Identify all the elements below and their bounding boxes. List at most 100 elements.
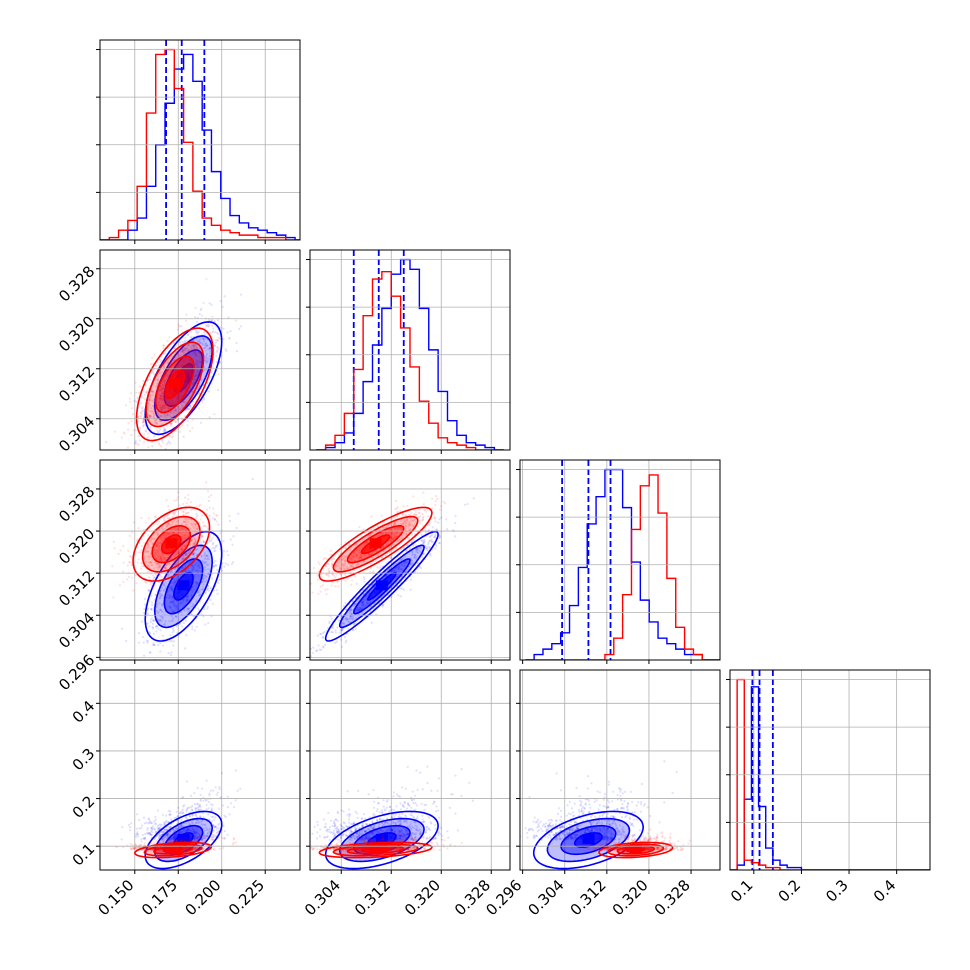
sample-point [207, 324, 210, 327]
sample-point [143, 597, 147, 600]
sample-point [159, 566, 162, 569]
sample-point [213, 547, 216, 550]
sample-point [150, 362, 153, 366]
sample-point [161, 616, 164, 619]
sample-point [122, 431, 125, 434]
sample-point [192, 353, 195, 356]
sample-point [149, 395, 152, 399]
sample-point [184, 647, 187, 650]
sample-point [151, 603, 154, 607]
sample-point [324, 588, 327, 591]
sample-point [178, 393, 181, 396]
sample-point [174, 615, 177, 618]
sample-point [181, 406, 184, 409]
sample-point [202, 338, 205, 341]
sample-point [151, 399, 154, 402]
sample-point [181, 545, 185, 548]
sample-point [181, 359, 184, 362]
sample-point [166, 403, 169, 406]
sample-point [150, 440, 154, 444]
sample-point [204, 375, 207, 378]
sample-point [198, 338, 201, 341]
sample-point [201, 336, 204, 339]
sample-point [161, 604, 164, 607]
sample-point [159, 619, 162, 622]
sample-point [203, 557, 206, 560]
sample-point [149, 632, 152, 635]
sample-point [161, 439, 164, 442]
sample-point [186, 552, 189, 555]
sample-point [165, 562, 169, 565]
sample-point [195, 369, 199, 372]
sample-point [144, 580, 147, 583]
sample-point [195, 320, 199, 323]
sample-point [192, 568, 195, 571]
sample-point [205, 353, 209, 356]
sample-point [198, 566, 201, 569]
sample-point [159, 408, 162, 411]
sample-point [184, 518, 187, 521]
sample-point [201, 535, 204, 538]
sample-point [197, 371, 200, 374]
sample-point [162, 391, 165, 394]
sample-point [112, 596, 115, 599]
sample-point [197, 562, 200, 565]
sample-point [200, 337, 203, 341]
sample-point [287, 680, 289, 682]
sample-point [151, 463, 153, 465]
sample-point [169, 601, 172, 604]
sample-point [129, 392, 133, 395]
sample-point [174, 608, 177, 611]
sample-point [191, 568, 194, 571]
sample-point [182, 622, 185, 625]
sample-point [159, 595, 162, 598]
sample-point [195, 346, 198, 350]
sample-point [182, 510, 185, 513]
sample-point [149, 618, 152, 621]
sample-point [153, 643, 156, 647]
sample-point [138, 414, 142, 417]
sample-point [191, 346, 195, 349]
sample-point [196, 361, 199, 364]
sample-point [153, 406, 156, 409]
sample-point [159, 389, 162, 392]
sample-point [188, 364, 191, 367]
sample-point [133, 442, 136, 445]
sample-point [122, 561, 125, 564]
sample-point [185, 375, 188, 378]
sample-point [167, 400, 170, 403]
sample-point [198, 372, 201, 375]
sample-point [213, 518, 216, 521]
sample-point [196, 340, 199, 343]
sample-point [134, 429, 137, 432]
sample-point [216, 568, 219, 571]
sample-point [201, 588, 204, 591]
sample-point [195, 561, 198, 565]
sample-point [207, 567, 210, 571]
sample-point [183, 609, 186, 612]
sample-point [196, 581, 199, 585]
sample-point [184, 408, 188, 411]
sample-point [149, 393, 152, 396]
sample-point [216, 388, 220, 392]
sample-point [168, 597, 171, 600]
sample-point [194, 306, 197, 310]
sample-point [182, 385, 185, 388]
sample-point [175, 365, 178, 368]
sample-point [192, 347, 196, 350]
sample-point [181, 364, 184, 367]
sample-point [186, 364, 190, 367]
sample-point [169, 402, 172, 405]
sample-point [179, 396, 182, 399]
sample-point [134, 422, 137, 425]
sample-point [195, 539, 198, 542]
sample-point [179, 573, 182, 576]
sample-point [142, 611, 146, 615]
sample-point [159, 536, 162, 539]
sample-point [194, 353, 197, 356]
sample-point [169, 606, 172, 609]
sample-point [352, 629, 355, 632]
sample-point [150, 537, 153, 541]
sample-point [180, 602, 183, 605]
